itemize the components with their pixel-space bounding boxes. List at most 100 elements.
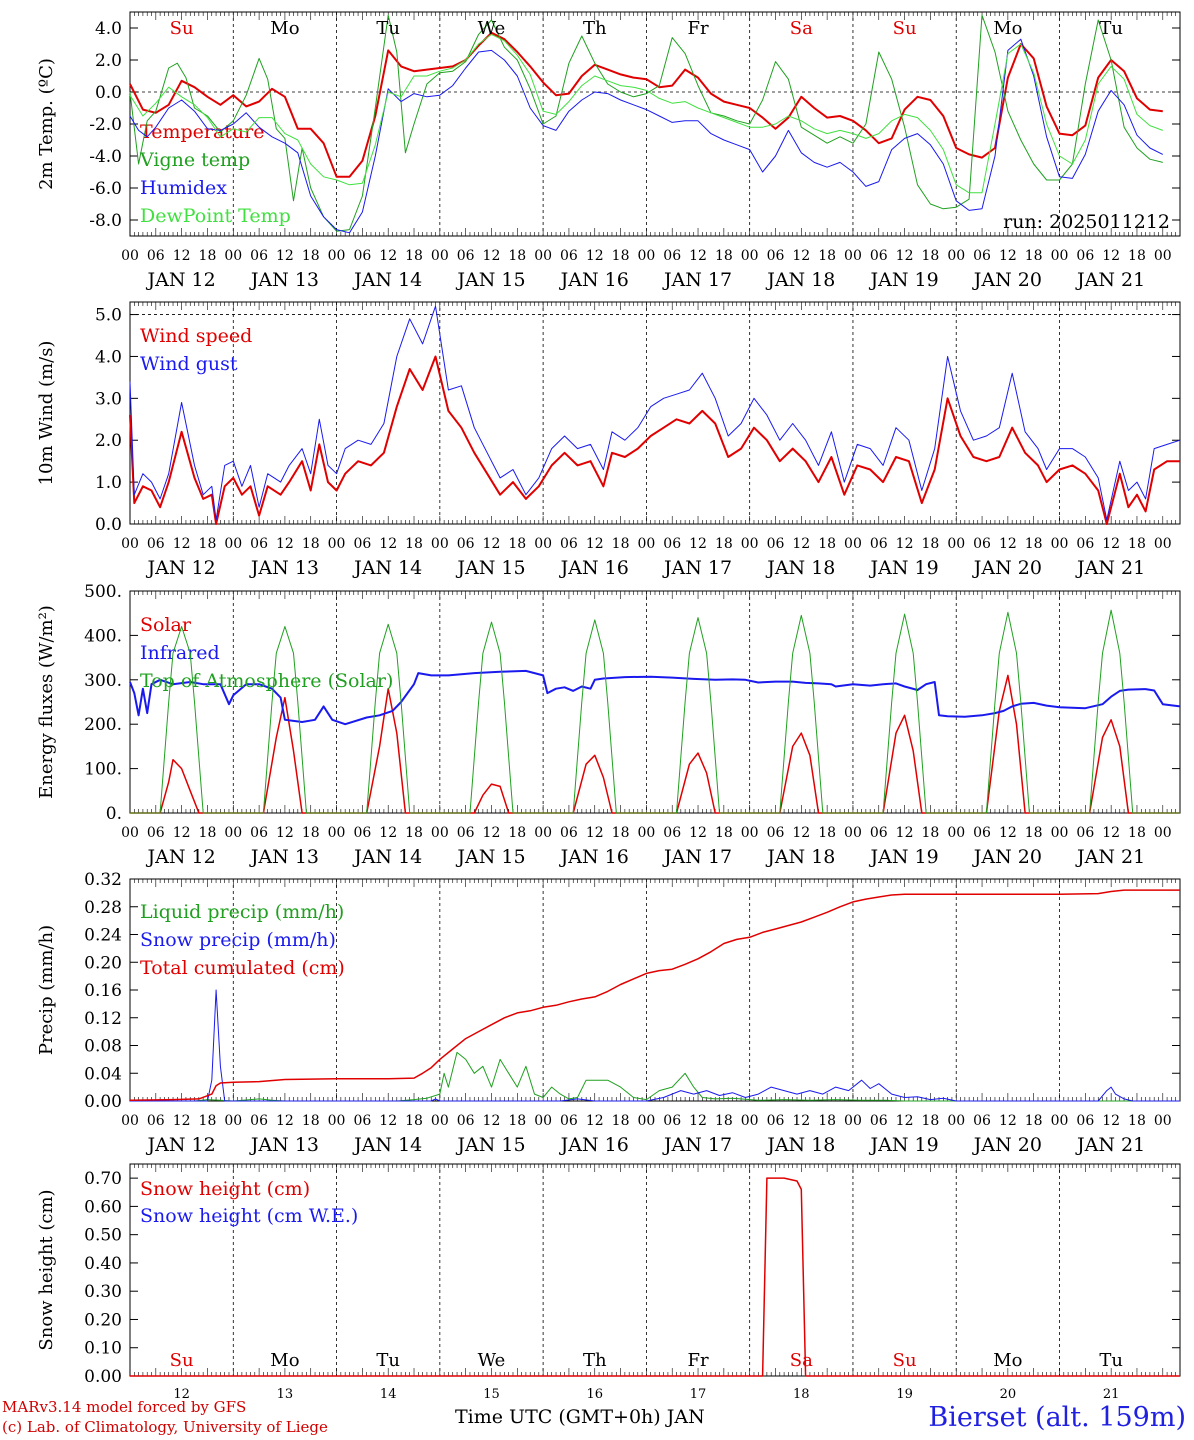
day-label: JAN 15 — [455, 846, 525, 868]
hour-tick-label: 12 — [586, 1113, 604, 1129]
y-tick-label: 0.00 — [84, 1367, 122, 1387]
weekday-label: Tu — [1099, 1350, 1123, 1371]
day-label: JAN 17 — [662, 557, 732, 579]
hour-tick-label: 12 — [379, 248, 397, 264]
hour-tick-label: 12 — [276, 1113, 294, 1129]
weekday-label: Sa — [790, 18, 813, 39]
hour-tick-label: 06 — [767, 248, 785, 264]
y-tick-label: 5.0 — [95, 306, 122, 326]
hour-tick-label: 00 — [431, 1113, 449, 1129]
hour-tick-label: 00 — [224, 248, 242, 264]
model-credit-line-1: MARv3.14 model forced by GFS — [2, 1398, 247, 1416]
y-tick-label: 0.24 — [84, 926, 122, 946]
hour-tick-label: 18 — [508, 1113, 526, 1129]
day-label: JAN 13 — [249, 846, 319, 868]
hour-tick-label: 18 — [1025, 825, 1043, 841]
hour-tick-label: 18 — [405, 536, 423, 552]
day-label: JAN 14 — [352, 1134, 422, 1156]
y-tick-label: 0.04 — [84, 1064, 122, 1084]
weekday-label: Fr — [687, 18, 708, 39]
hour-tick-label: 18 — [715, 825, 733, 841]
hour-tick-label: 06 — [1076, 248, 1094, 264]
y-tick-label: 2.0 — [95, 51, 122, 71]
hour-tick-label: 18 — [818, 536, 836, 552]
hour-tick-label: 18 — [818, 1113, 836, 1129]
y-tick-label: 0. — [106, 804, 122, 824]
hour-tick-label: 06 — [973, 536, 991, 552]
y-tick-label: 0.0 — [95, 83, 122, 103]
hour-tick-label: 06 — [353, 1113, 371, 1129]
hour-tick-label: 06 — [767, 825, 785, 841]
day-label: JAN 13 — [249, 269, 319, 291]
hour-tick-label: 12 — [483, 1113, 501, 1129]
hour-tick-label: 12 — [379, 536, 397, 552]
hour-tick-label: 12 — [173, 536, 191, 552]
hour-tick-label: 06 — [663, 248, 681, 264]
day-label: JAN 19 — [868, 1134, 938, 1156]
day-label: JAN 21 — [1075, 557, 1145, 579]
hour-tick-label: 00 — [224, 536, 242, 552]
y-tick-label: 0.20 — [84, 1310, 122, 1330]
hour-tick-label: 18 — [508, 536, 526, 552]
hour-tick-label: 18 — [302, 536, 320, 552]
hour-tick-label: 12 — [792, 825, 810, 841]
day-label: JAN 18 — [765, 846, 835, 868]
hour-tick-label: 18 — [715, 1113, 733, 1129]
hour-tick-label: 00 — [1154, 1113, 1172, 1129]
y-tick-label: 0.40 — [84, 1254, 122, 1274]
hour-tick-label: 00 — [1154, 248, 1172, 264]
y-tick-label: 0.00 — [84, 1092, 122, 1112]
hour-tick-label: 06 — [870, 248, 888, 264]
hour-tick-label: 06 — [767, 536, 785, 552]
weekday-label: Su — [170, 18, 194, 39]
day-label: JAN 12 — [146, 846, 216, 868]
hour-tick-label: 06 — [250, 536, 268, 552]
y-tick-label: 0.16 — [84, 981, 122, 1001]
panel-4: 0.32 0.28 0.24 0.20 0.16 0.12 0.08 0.04 0.00 Prec… — [36, 870, 1181, 1156]
legend-entry: Snow height (cm) — [140, 1178, 310, 1200]
day-label: JAN 20 — [972, 1134, 1042, 1156]
series-line-1 — [129, 355, 1180, 525]
series-line-2 — [129, 305, 1181, 521]
day-label: JAN 20 — [972, 846, 1042, 868]
hour-tick-label: 06 — [870, 825, 888, 841]
hour-tick-label: 12 — [689, 825, 707, 841]
legend-entry: Liquid precip (mm/h) — [140, 901, 344, 923]
y-tick-label: 0.08 — [84, 1037, 122, 1057]
day-number-label: 19 — [896, 1387, 913, 1402]
hour-tick-label: 06 — [1076, 825, 1094, 841]
hour-tick-label: 00 — [431, 536, 449, 552]
hour-tick-label: 06 — [250, 1113, 268, 1129]
hour-tick-label: 00 — [121, 536, 139, 552]
y-tick-label: 4.0 — [95, 347, 122, 367]
hour-tick-label: 06 — [663, 1113, 681, 1129]
series-line-2 — [129, 14, 1163, 232]
hour-tick-label: 18 — [1128, 248, 1146, 264]
y-tick-label: 0.0 — [95, 515, 122, 535]
legend-entry: Top of Atmosphere (Solar) — [140, 670, 393, 692]
day-number-label: 16 — [586, 1387, 603, 1402]
day-label: JAN 17 — [662, 846, 732, 868]
series-line-1 — [130, 1051, 1180, 1102]
day-label: JAN 15 — [455, 1134, 525, 1156]
hour-tick-label: 12 — [379, 825, 397, 841]
hour-tick-label: 00 — [121, 248, 139, 264]
legend-entry: Total cumulated (cm) — [140, 957, 345, 979]
hour-tick-label: 12 — [896, 248, 914, 264]
hour-tick-label: 18 — [1025, 1113, 1043, 1129]
panel-5: 0.70 0.60 0.50 0.40 0.30 0.20 0.10 0.00 Snow hei… — [36, 1163, 1181, 1402]
weekday-label: Mo — [270, 1350, 299, 1371]
hour-tick-label: 06 — [973, 1113, 991, 1129]
legend-entry: Wind gust — [140, 353, 238, 375]
hour-tick-label: 00 — [741, 248, 759, 264]
hour-tick-label: 06 — [560, 825, 578, 841]
weekday-label: Sa — [790, 1350, 813, 1371]
hour-tick-label: 06 — [973, 825, 991, 841]
hour-tick-label: 18 — [199, 536, 217, 552]
day-number-label: 15 — [483, 1387, 500, 1402]
hour-tick-label: 12 — [1102, 536, 1120, 552]
day-number-label: 14 — [380, 1387, 397, 1402]
day-label: JAN 20 — [972, 269, 1042, 291]
hour-tick-label: 18 — [199, 825, 217, 841]
hour-tick-label: 06 — [457, 825, 475, 841]
